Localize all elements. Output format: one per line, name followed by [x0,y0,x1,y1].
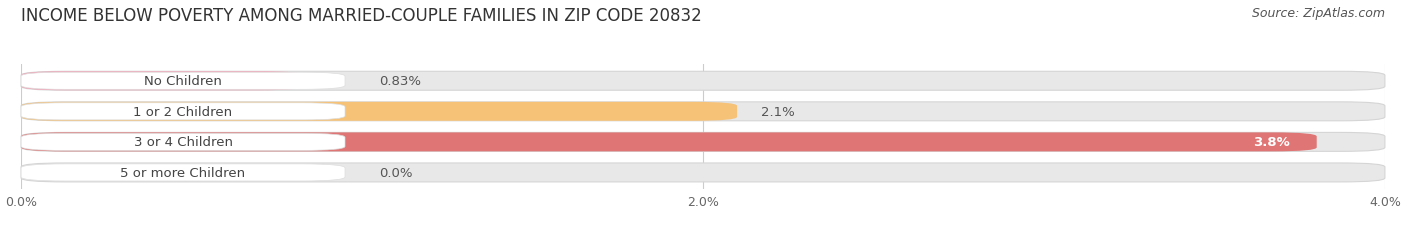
Text: No Children: No Children [143,75,222,88]
FancyBboxPatch shape [21,102,1385,121]
Text: INCOME BELOW POVERTY AMONG MARRIED-COUPLE FAMILIES IN ZIP CODE 20832: INCOME BELOW POVERTY AMONG MARRIED-COUPL… [21,7,702,25]
FancyBboxPatch shape [21,73,344,90]
FancyBboxPatch shape [21,103,344,120]
FancyBboxPatch shape [21,72,1385,91]
Text: 2.1%: 2.1% [761,105,794,118]
FancyBboxPatch shape [21,134,344,151]
Text: 5 or more Children: 5 or more Children [121,166,246,179]
Text: 3.8%: 3.8% [1253,136,1289,149]
FancyBboxPatch shape [21,164,344,181]
FancyBboxPatch shape [21,72,304,91]
FancyBboxPatch shape [21,163,1385,182]
FancyBboxPatch shape [21,133,1317,152]
Text: 3 or 4 Children: 3 or 4 Children [134,136,232,149]
FancyBboxPatch shape [21,133,1385,152]
Text: Source: ZipAtlas.com: Source: ZipAtlas.com [1251,7,1385,20]
FancyBboxPatch shape [21,102,737,121]
Text: 0.83%: 0.83% [380,75,420,88]
Text: 0.0%: 0.0% [380,166,412,179]
Text: 1 or 2 Children: 1 or 2 Children [134,105,232,118]
